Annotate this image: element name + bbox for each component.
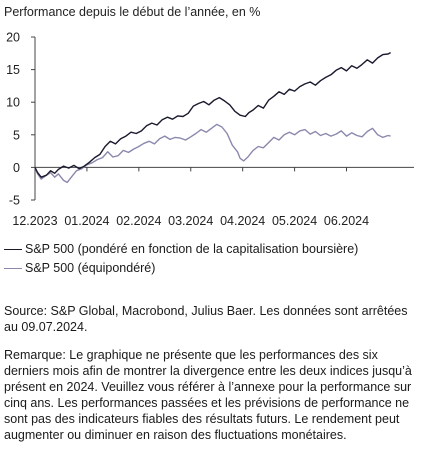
legend-label-equal-weighted: S&P 500 (équipondéré) (25, 261, 156, 275)
y-tick-label: 0 (13, 161, 20, 175)
chart-title: Performance depuis le début de l’année, … (4, 5, 261, 19)
x-tick-label: 01.2024 (64, 214, 109, 228)
y-tick-label: 10 (6, 96, 20, 110)
x-tick-label: 06.2024 (324, 214, 369, 228)
source-text: Source: S&P Global, Macrobond, Julius Ba… (4, 304, 408, 334)
legend-item-equal-weighted: S&P 500 (équipondéré) (4, 259, 358, 278)
y-tick-label: -5 (9, 194, 20, 208)
x-tick-label: 04.2024 (220, 214, 265, 228)
series-lines (34, 51, 391, 184)
legend-swatch-equal-weighted (4, 268, 22, 269)
legend-swatch-cap-weighted (4, 249, 22, 250)
legend-item-cap-weighted: S&P 500 (pondéré en fonction de la capit… (4, 240, 358, 259)
series-line-equal-weighted (34, 123, 391, 184)
x-tick-label: 12.2023 (12, 214, 57, 228)
axes: -5 0 5 10 15 20 12.2023 01.2024 02.2024 03.2024 04… (6, 31, 414, 228)
legend-label-cap-weighted: S&P 500 (pondéré en fonction de la capit… (25, 242, 359, 256)
y-tick-label: 20 (6, 31, 20, 45)
note-text: Remarque: Le graphique ne présente que l… (4, 348, 412, 442)
series-line-cap-weighted (34, 51, 391, 178)
x-tick-label: 05.2024 (272, 214, 317, 228)
x-tick-label: 02.2024 (116, 214, 161, 228)
performance-chart: -5 0 5 10 15 20 12.2023 01.2024 02.2024 03.2024 04… (6, 31, 414, 228)
legend: S&P 500 (pondéré en fonction de la capit… (4, 240, 358, 278)
x-tick-label: 03.2024 (168, 214, 213, 228)
y-tick-label: 15 (6, 63, 20, 77)
y-tick-label: 5 (13, 128, 20, 142)
